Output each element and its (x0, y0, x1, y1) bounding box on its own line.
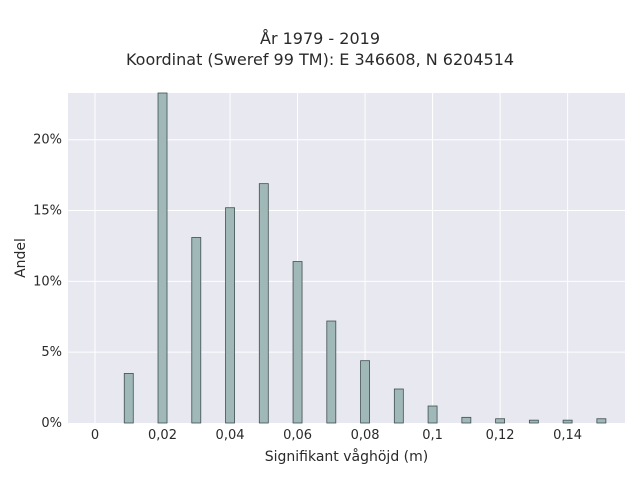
histogram-bar (225, 207, 235, 424)
histogram-bar (461, 416, 472, 424)
x-tick-label: 0,1 (422, 428, 443, 443)
y-tick-label: 0% (41, 416, 62, 431)
histogram-bar (360, 360, 370, 424)
x-tick-label: 0,14 (553, 428, 582, 443)
histogram-bar (596, 418, 607, 424)
x-tick-label: 0,12 (486, 428, 515, 443)
x-axis-ticks: 0 0,02 0,04 0,06 0,08 0,1 0,12 0,14 (91, 428, 582, 443)
plot-area (68, 93, 625, 423)
histogram-bar (292, 261, 303, 424)
histogram-bar (528, 419, 539, 424)
x-tick-label: 0,06 (283, 428, 312, 443)
x-tick-label: 0,04 (216, 428, 245, 443)
x-tick-label: 0,02 (148, 428, 177, 443)
y-tick-label: 15% (33, 204, 62, 219)
histogram-bar (326, 320, 337, 424)
y-tick-label: 10% (33, 274, 62, 289)
chart-subtitle: Koordinat (Sweref 99 TM): E 346608, N 62… (125, 50, 515, 69)
x-tick-label: 0,08 (351, 428, 380, 443)
histogram-bar (495, 418, 505, 424)
y-axis-label: Andel (13, 238, 29, 278)
y-tick-label: 20% (33, 133, 62, 148)
x-axis-label: Signifikant våghöjd (m) (265, 448, 428, 465)
histogram-bar (258, 183, 269, 424)
histogram-bar (393, 388, 404, 424)
x-tick-label: 0 (91, 428, 99, 443)
histogram-bar (123, 373, 134, 424)
y-axis-ticks: 0% 5% 10% 15% 20% (33, 133, 62, 431)
histogram-bar (427, 405, 438, 424)
bars (123, 92, 607, 424)
histogram-bar (157, 92, 168, 424)
histogram-bar (191, 237, 202, 424)
histogram-bar (562, 419, 573, 424)
chart-title: År 1979 - 2019 (260, 29, 380, 48)
y-tick-label: 5% (41, 345, 62, 360)
